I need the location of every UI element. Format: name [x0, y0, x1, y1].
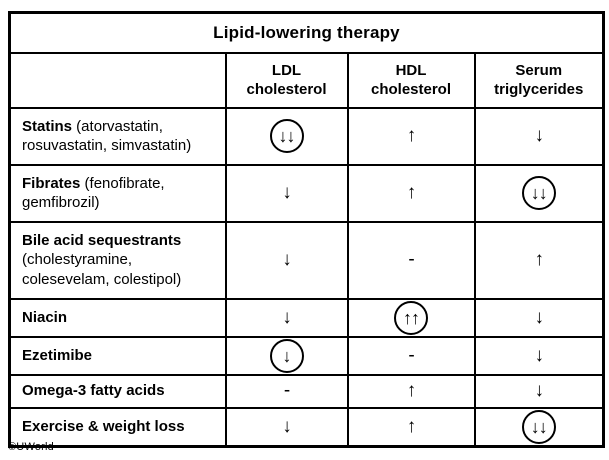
hdl-value-cell: ↑ [346, 106, 476, 166]
down-arrow-icon: ↓ [282, 306, 291, 328]
table-row: Exercise & weight loss ↓ ↑ ↓↓ [8, 406, 605, 447]
table-header-row: LDL cholesterol HDL cholesterol Serum tr… [8, 51, 605, 109]
circled-up-arrow-icon: ↑↑ [394, 300, 428, 335]
copyright-notice: ©UWorld [8, 441, 54, 453]
up-arrow-icon: ↑ [406, 125, 416, 146]
column-header-triglycerides: Serum triglycerides [473, 51, 605, 109]
table-title-row: Lipid-lowering therapy [8, 11, 605, 54]
circled-down-arrow-icon: ↓↓ [521, 409, 556, 444]
therapy-name: Omega-3 fatty acids [22, 382, 165, 400]
down-arrow-icon: ↓ [534, 344, 544, 366]
ldl-value-cell: ↓↓ [224, 106, 349, 166]
ldl-value-cell: ↓ [224, 406, 349, 447]
ldl-value-cell: ↓ [224, 163, 349, 223]
hdl-value-cell: ↑↑ [346, 297, 476, 338]
therapy-name: Statins [22, 117, 73, 135]
column-header-therapy [8, 51, 227, 109]
therapy-label-cell: Statins (atorvastatin, rosuvastatin, sim… [8, 106, 227, 166]
up-arrow-icon: ↑ [406, 380, 416, 401]
ldl-value-cell: ↓ [224, 335, 349, 376]
table-row: Omega-3 fatty acids - ↑ ↓ [8, 373, 605, 409]
triglycerides-value-cell: ↓ [473, 297, 605, 338]
up-arrow-icon: ↑ [534, 249, 544, 270]
triglycerides-value-cell: ↓ [473, 335, 605, 376]
therapy-label-cell: Bile acid sequestrants (cholestyramine, … [8, 220, 227, 300]
no-change-dash: - [408, 344, 414, 366]
therapy-label-cell: Exercise & weight loss [8, 406, 227, 447]
up-arrow-icon: ↑ [406, 182, 416, 203]
ldl-value-cell: - [224, 373, 349, 409]
hdl-value-cell: ↑ [346, 373, 476, 409]
column-header-hdl: HDL cholesterol [346, 51, 476, 109]
ldl-value-cell: ↓ [224, 297, 349, 338]
therapy-label-cell: Fibrates (fenofibrate, gemfibrozil) [8, 163, 227, 223]
triglycerides-value-cell: ↓ [473, 106, 605, 166]
up-arrow-icon: ↑ [406, 415, 416, 437]
therapy-label-cell: Niacin [8, 297, 227, 338]
therapy-name: Ezetimibe [22, 346, 93, 364]
triglycerides-value-cell: ↓↓ [473, 406, 605, 447]
down-arrow-icon: ↓ [282, 249, 291, 270]
down-arrow-icon: ↓ [282, 415, 291, 437]
therapy-detail: (atorvastatin, rosuvastatin, simvastatin… [22, 117, 192, 154]
therapy-name: Fibrates [22, 174, 81, 192]
therapy-label-cell: Ezetimibe [8, 335, 227, 376]
therapy-name: Exercise & weight loss [22, 417, 185, 435]
hdl-value-cell: - [346, 335, 476, 376]
triglycerides-value-cell: ↓↓ [473, 163, 605, 223]
column-header-ldl: LDL cholesterol [224, 51, 349, 109]
table-title: Lipid-lowering therapy [8, 11, 605, 54]
hdl-value-cell: ↑ [346, 163, 476, 223]
down-arrow-icon: ↓ [282, 182, 291, 203]
hdl-value-cell: - [346, 220, 476, 300]
down-arrow-icon: ↓ [534, 125, 544, 146]
therapy-label-cell: Omega-3 fatty acids [8, 373, 227, 409]
circled-down-arrow-icon: ↓↓ [269, 119, 304, 153]
no-change-dash: - [283, 380, 290, 401]
hdl-value-cell: ↑ [346, 406, 476, 447]
circled-down-arrow-icon: ↓ [269, 338, 304, 373]
circled-down-arrow-icon: ↓↓ [521, 176, 556, 210]
down-arrow-icon: ↓ [534, 380, 544, 401]
table-row: Niacin ↓ ↑↑ ↓ [8, 297, 605, 338]
lipid-therapy-table: Lipid-lowering therapy LDL cholesterol H… [8, 11, 605, 448]
ldl-value-cell: ↓ [224, 220, 349, 300]
table-row: Statins (atorvastatin, rosuvastatin, sim… [8, 106, 605, 166]
no-change-dash: - [408, 249, 414, 270]
table-row: Fibrates (fenofibrate, gemfibrozil) ↓ ↑ … [8, 163, 605, 223]
therapy-name: Niacin [22, 308, 68, 326]
therapy-name: Bile acid sequestrants [22, 232, 182, 250]
triglycerides-value-cell: ↑ [473, 220, 605, 300]
therapy-detail: (fenofibrate, gemfibrozil) [22, 174, 165, 211]
triglycerides-value-cell: ↓ [473, 373, 605, 409]
table-body: Statins (atorvastatin, rosuvastatin, sim… [8, 106, 605, 447]
table-row: Ezetimibe ↓ - ↓ [8, 335, 605, 376]
down-arrow-icon: ↓ [534, 306, 544, 328]
table-row: Bile acid sequestrants (cholestyramine, … [8, 220, 605, 300]
therapy-detail: (cholestyramine, colesevelam, colestipol… [22, 251, 182, 288]
